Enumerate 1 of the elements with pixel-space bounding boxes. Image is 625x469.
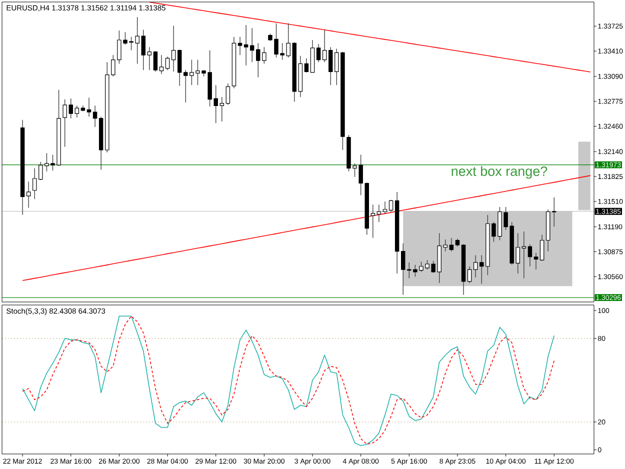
annotation: next box range? xyxy=(452,166,548,179)
